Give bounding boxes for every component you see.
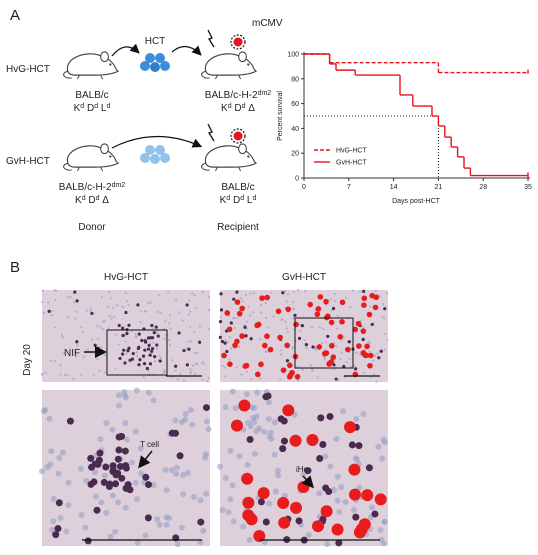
haplotype: Kd Dd Ld xyxy=(74,103,111,115)
superscript: d xyxy=(106,103,110,110)
virus-label: mCMV xyxy=(252,18,283,29)
virus xyxy=(230,128,246,144)
text-part: BALB/c xyxy=(221,182,254,193)
y-tick-label: 20 xyxy=(291,151,299,158)
superscript: dm2 xyxy=(112,182,126,189)
donor-mouse xyxy=(63,51,119,80)
text-part: BALB/c-H-2 xyxy=(59,182,112,193)
haplotype: Kd Dd Ld xyxy=(220,195,257,207)
row-label: GvH-HCT xyxy=(6,156,50,167)
micrograph xyxy=(40,288,211,383)
virus xyxy=(230,34,246,50)
column-label: HvG-HCT xyxy=(104,272,148,283)
text-part: BALB/c xyxy=(75,90,108,101)
superscript: d xyxy=(252,195,256,202)
cells xyxy=(140,145,170,164)
text-part: L xyxy=(244,195,253,206)
superscript: d xyxy=(80,103,84,110)
haplotype: Kd Dd Δ xyxy=(75,195,109,207)
recipient-mouse xyxy=(201,143,257,172)
superscript: d xyxy=(94,103,98,110)
text-part: D xyxy=(86,195,96,206)
strain: BALB/c xyxy=(75,90,108,101)
superscript: d xyxy=(240,195,244,202)
text-part: D xyxy=(232,103,242,114)
y-tick-label: 0 xyxy=(295,176,299,183)
row-label: Day 20 xyxy=(22,344,33,376)
y-tick-label: 100 xyxy=(287,52,299,59)
annotation-arrow xyxy=(301,475,315,489)
arrow xyxy=(171,45,202,56)
micrograph xyxy=(39,387,212,548)
superscript: d xyxy=(228,103,232,110)
text-part: D xyxy=(230,195,240,206)
strain: BALB/c-H-2dm2 xyxy=(205,90,272,102)
cells xyxy=(140,53,170,72)
y-tick-label: 40 xyxy=(291,126,299,133)
inset-box xyxy=(294,317,354,369)
x-tick-label: 14 xyxy=(390,184,398,191)
recipient-mouse xyxy=(201,51,257,80)
text-part: K xyxy=(74,103,81,114)
legend-label: HvG-HCT xyxy=(336,148,367,155)
micrograph xyxy=(218,288,389,384)
text-part: K xyxy=(221,103,228,114)
text-part: K xyxy=(220,195,227,206)
lightning xyxy=(207,29,215,48)
x-axis-label: Days post-HCT xyxy=(392,198,441,205)
annotation: T cell xyxy=(140,440,159,449)
row-label: HvG-HCT xyxy=(6,64,50,75)
strain: BALB/c xyxy=(221,182,254,193)
text-part: L xyxy=(98,103,107,114)
x-tick-label: 7 xyxy=(347,184,351,191)
recipient-label: Recipient xyxy=(217,222,259,233)
x-tick-label: 28 xyxy=(479,184,487,191)
annotation: iHc xyxy=(296,465,308,474)
y-axis-label: Percent survival xyxy=(277,91,284,141)
superscript: dm2 xyxy=(258,90,272,97)
y-tick-label: 80 xyxy=(291,76,299,83)
legend-label: GvH-HCT xyxy=(336,160,367,167)
panel-label: B xyxy=(10,259,20,276)
column-label: GvH-HCT xyxy=(282,272,326,283)
donor-label: Donor xyxy=(78,222,106,233)
transfer-label: HCT xyxy=(145,36,166,47)
micrograph xyxy=(217,388,388,548)
arrow xyxy=(111,43,140,57)
y-tick-label: 60 xyxy=(291,101,299,108)
superscript: d xyxy=(242,103,246,110)
superscript: d xyxy=(226,195,230,202)
lightning xyxy=(207,123,215,142)
x-tick-label: 21 xyxy=(435,184,443,191)
superscript: d xyxy=(82,195,86,202)
inset-box xyxy=(106,329,168,376)
annotation-arrow xyxy=(138,450,153,469)
donor-mouse xyxy=(63,143,119,172)
x-tick-label: 35 xyxy=(524,184,532,191)
haplotype: Kd Dd Δ xyxy=(221,103,255,115)
text-part: Δ xyxy=(246,103,256,114)
text-part: K xyxy=(75,195,82,206)
text-part: Δ xyxy=(100,195,110,206)
x-tick-label: 0 xyxy=(302,184,306,191)
text-part: BALB/c-H-2 xyxy=(205,90,258,101)
text-part: D xyxy=(84,103,94,114)
superscript: d xyxy=(96,195,100,202)
annotation: NIF xyxy=(64,348,80,359)
arrow xyxy=(111,135,203,149)
survival-chart: 0 20 40 60 80 100 0 7 14 21 28 35 Days post-HCT Perce… xyxy=(277,52,532,206)
panel-label: A xyxy=(10,7,20,24)
strain: BALB/c-H-2dm2 xyxy=(59,182,126,194)
